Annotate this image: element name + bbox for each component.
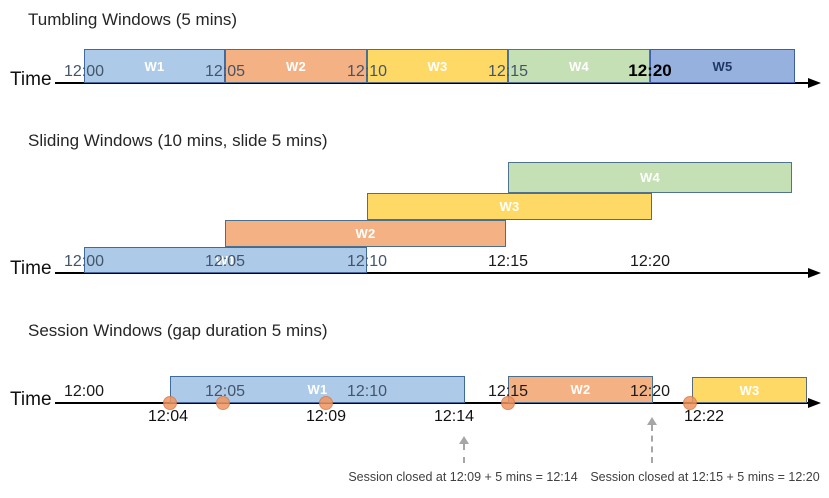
window-label: W1 <box>307 382 328 397</box>
window-label: W3 <box>499 199 520 214</box>
sliding-tick-1210: 12:10 <box>346 253 388 270</box>
session-tick-1215: 12:15 <box>487 383 529 400</box>
window-label: W1 <box>144 58 165 74</box>
tumbling-time-axis <box>55 82 808 84</box>
window-label: W2 <box>570 382 591 397</box>
session-tick-1200: 12:00 <box>63 383 105 400</box>
tumbling-tick-1205: 12:05 <box>204 63 246 80</box>
window-label: W4 <box>639 170 661 185</box>
event-time-1204: 12:04 <box>147 408 189 425</box>
sliding-window-w3: W3 <box>367 193 652 220</box>
session-tick-1220: 12:20 <box>629 383 671 400</box>
event-dot <box>163 396 177 410</box>
dashed-up-arrow-icon <box>454 436 474 464</box>
tumbling-window-w5: W5 <box>650 49 795 83</box>
tumbling-window-w1: W1 <box>84 49 225 83</box>
event-time-1209: 12:09 <box>305 408 347 425</box>
event-time-1214: 12:14 <box>433 408 475 425</box>
event-dot <box>216 396 230 410</box>
tumbling-axis-arrowhead-icon <box>808 78 821 88</box>
sliding-tick-1215: 12:15 <box>487 253 529 270</box>
window-label: W3 <box>739 382 760 398</box>
window-label: W5 <box>712 58 733 74</box>
event-dot <box>683 396 697 410</box>
window-label: W4 <box>568 58 590 74</box>
arrow-stem <box>651 425 653 463</box>
sliding-window-w1: W1 <box>84 247 367 273</box>
session-close-annotation-1: Session closed at 12:09 + 5 mins = 12:14 <box>348 470 578 484</box>
session-tick-1205: 12:05 <box>204 383 246 400</box>
window-label: W2 <box>355 226 376 241</box>
tumbling-window-w3: W3 <box>367 49 508 83</box>
session-window-w3: W3 <box>692 377 807 403</box>
tumbling-section-title: Tumbling Windows (5 mins) <box>28 10 238 29</box>
session-section-title: Session Windows (gap duration 5 mins) <box>28 321 328 340</box>
event-dot <box>501 396 515 410</box>
window-label: W1 <box>215 252 236 268</box>
window-label: W2 <box>285 58 307 74</box>
session-close-annotation-2: Session closed at 12:15 + 5 mins = 12:20 <box>590 470 820 484</box>
sliding-window-w2: W2 <box>225 220 506 247</box>
session-window-w2: W2 <box>508 376 653 403</box>
session-axis-arrowhead-icon <box>808 398 821 408</box>
session-tick-1210: 12:10 <box>346 383 388 400</box>
event-time-1222: 12:22 <box>683 408 725 425</box>
sliding-axis-arrowhead-icon <box>808 268 821 278</box>
sliding-time-axis <box>55 272 808 274</box>
sliding-section-title: Sliding Windows (10 mins, slide 5 mins) <box>28 131 328 150</box>
sliding-tick-1200: 12:00 <box>63 253 105 270</box>
tumbling-window-w4: W4 <box>508 49 650 83</box>
arrowhead-icon <box>647 417 657 425</box>
dashed-up-arrow-icon <box>642 417 662 464</box>
arrow-stem <box>463 444 465 463</box>
tumbling-axis-label: Time <box>10 69 52 90</box>
tumbling-tick-1200: 12:00 <box>63 63 105 80</box>
session-time-axis <box>55 402 808 404</box>
tumbling-tick-1215: 12:15 <box>487 63 529 80</box>
arrowhead-icon <box>459 436 469 444</box>
sliding-tick-1205: 12:05 <box>204 253 246 270</box>
window-label: W3 <box>427 58 448 74</box>
sliding-tick-1220: 12:20 <box>629 253 671 270</box>
tumbling-tick-1210: 12:10 <box>346 63 388 80</box>
tumbling-tick-1220: 12:20 <box>628 61 672 80</box>
sliding-axis-label: Time <box>10 258 52 279</box>
tumbling-window-w2: W2 <box>225 49 367 83</box>
sliding-window-w4: W4 <box>508 162 792 193</box>
event-dot <box>319 396 333 410</box>
session-axis-label: Time <box>10 389 52 410</box>
